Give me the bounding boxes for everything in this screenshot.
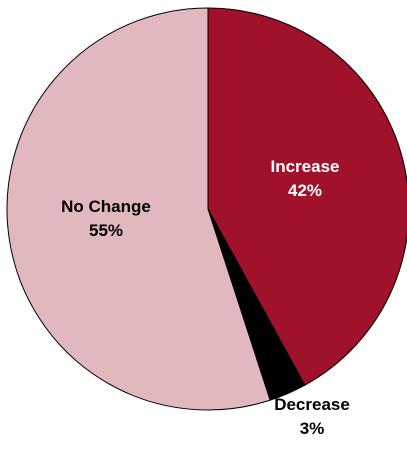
- slice-label-no-change: No Change: [61, 197, 151, 216]
- slice-value-no-change: 55%: [89, 221, 123, 240]
- slice-label-decrease: Decrease: [274, 395, 350, 414]
- pie-labels: Increase 42% Decrease 3% No Change 55%: [61, 157, 350, 438]
- pie-slice-no-change: [6, 7, 271, 411]
- slice-label-increase: Increase: [271, 157, 340, 176]
- slice-value-decrease: 3%: [300, 419, 325, 438]
- slice-value-increase: 42%: [288, 181, 322, 200]
- pie-slices: [6, 7, 407, 411]
- pie-slice-increase: [207, 7, 407, 386]
